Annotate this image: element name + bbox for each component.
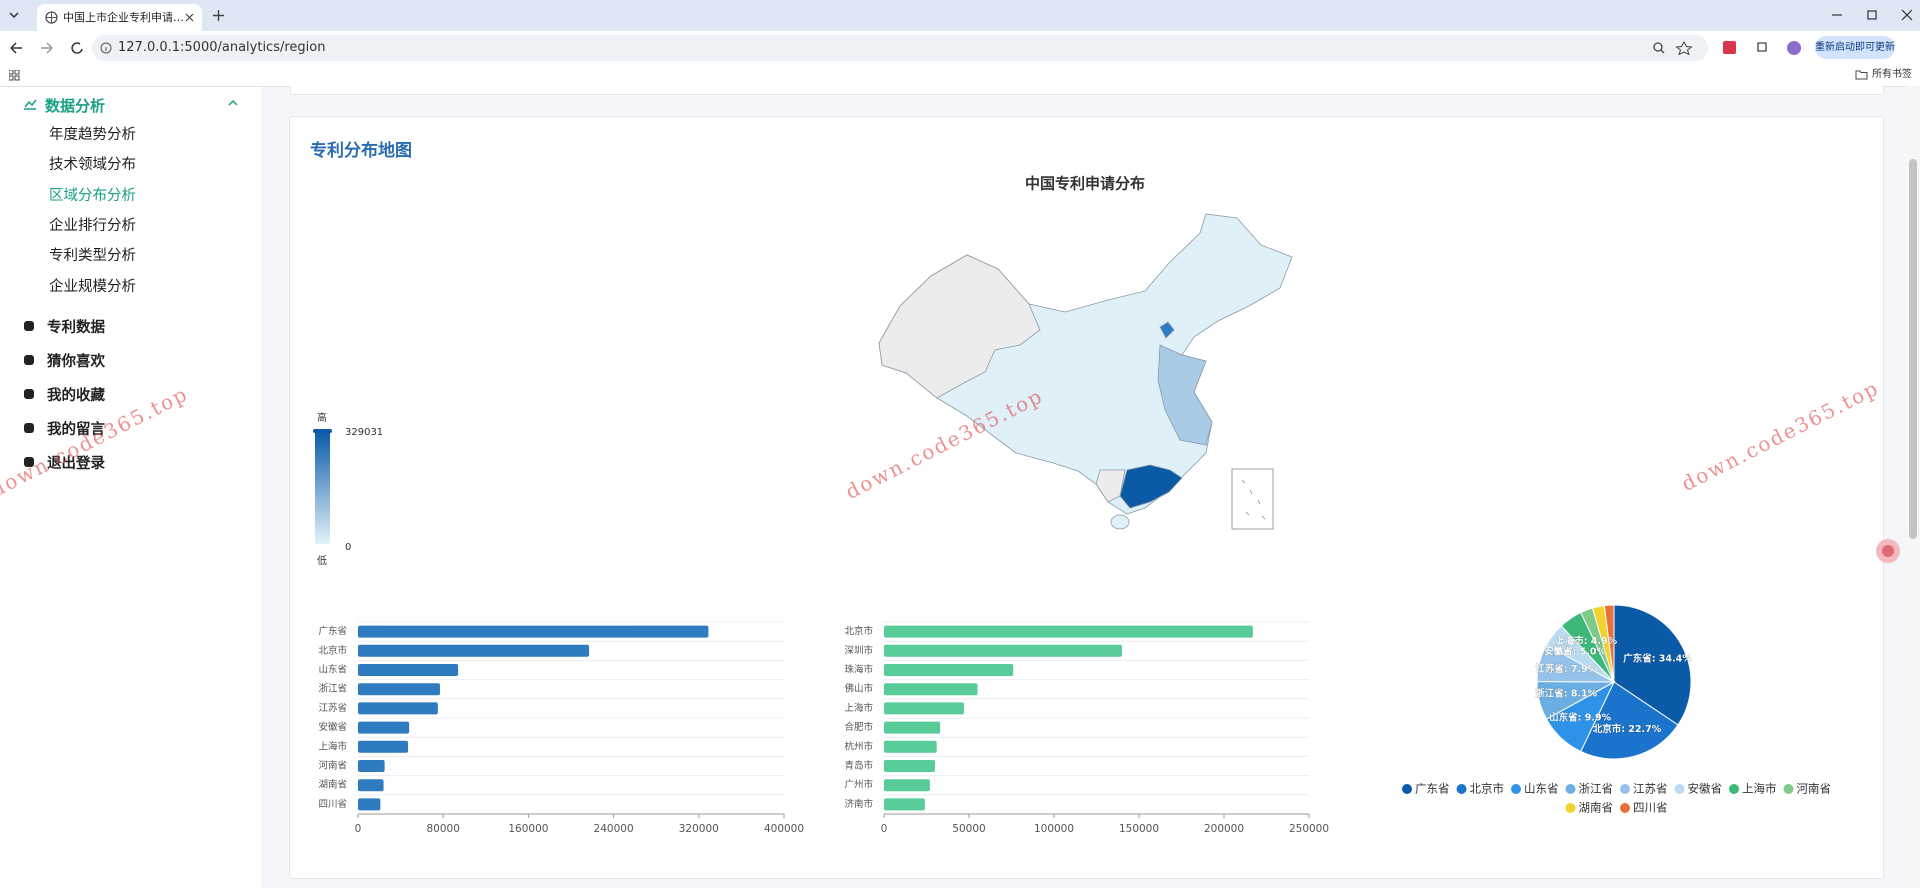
all-bookmarks[interactable]: 所有书签 (1872, 69, 1912, 80)
new-tab[interactable] (212, 9, 225, 22)
tab-icon (45, 11, 58, 24)
apps-icon[interactable] (9, 70, 20, 81)
menu-icon (24, 457, 34, 467)
sub-item[interactable]: 企业排行分析 (49, 217, 136, 234)
sub-item[interactable]: 区域分布分析 (49, 187, 136, 204)
menu-icon-shape (24, 457, 34, 467)
top-card (290, 86, 1884, 95)
folder-icon (1855, 70, 1868, 80)
section-title[interactable]: 数据分析 (45, 97, 106, 115)
tab-menu-icon[interactable] (8, 9, 20, 21)
menu-icon (24, 423, 34, 433)
collapse-icon[interactable] (228, 99, 238, 107)
window-controls[interactable] (1820, 8, 1916, 22)
menu-icon (24, 355, 34, 365)
site-info-icon[interactable] (100, 42, 112, 54)
menu-icon (24, 321, 34, 331)
menu-icon-shape (24, 389, 34, 399)
menu-icon-shape (24, 321, 34, 331)
sub-item[interactable]: 企业规模分析 (49, 278, 136, 295)
menu-item[interactable]: 专利数据 (47, 320, 105, 336)
omnibox[interactable]: 127.0.0.1:5000/analytics/region (92, 35, 1708, 61)
nav-buttons[interactable] (8, 40, 88, 56)
menu-icon-shape (24, 423, 34, 433)
url: 127.0.0.1:5000/analytics/region (118, 40, 326, 55)
menu-item[interactable]: 猜你喜欢 (47, 354, 105, 370)
menu-item[interactable]: 我的留言 (47, 422, 105, 438)
section-icon (24, 99, 37, 110)
scrollbar-thumb[interactable] (1909, 159, 1917, 539)
sidebar: 数据分析 年度趋势分析 技术领域分布 区域分布分析 企业排行分析 专利类型分析 企业规模分… (0, 87, 263, 888)
menu-item[interactable]: 我的收藏 (47, 388, 105, 404)
omnibox-icons[interactable] (1652, 41, 1702, 55)
tab-close[interactable] (185, 13, 194, 22)
toolbar-icons[interactable] (1718, 39, 1813, 57)
address-row: 127.0.0.1:5000/analytics/region 重新启动即可更新 (0, 31, 1920, 64)
menu-icon (24, 389, 34, 399)
sub-item[interactable]: 专利类型分析 (49, 248, 136, 265)
tab-bar: 中国上市企业专利申请数据分析 (0, 0, 1920, 31)
tab[interactable]: 中国上市企业专利申请数据分析 (37, 4, 202, 31)
update-button[interactable]: 重新启动即可更新 (1815, 36, 1895, 59)
menu-item[interactable]: 退出登录 (47, 456, 105, 472)
bookmark-bar: 所有书签 (0, 64, 1920, 87)
sub-item[interactable]: 年度趋势分析 (49, 127, 136, 143)
panel (289, 116, 1884, 879)
tab-title: 中国上市企业专利申请数据分析 (63, 11, 191, 24)
menu-icon-shape (24, 355, 34, 365)
sub-item[interactable]: 技术领域分布 (49, 157, 136, 174)
